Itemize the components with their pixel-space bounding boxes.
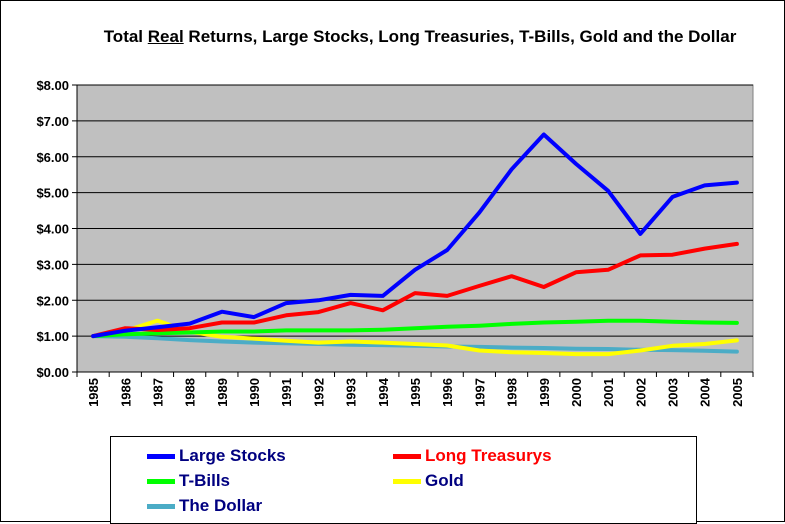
x-tick-label: 1998 — [505, 378, 520, 407]
y-tick-label: $5.00 — [36, 186, 69, 201]
x-tick-label: 1986 — [118, 378, 133, 407]
x-tick-label: 1996 — [440, 378, 455, 407]
legend-label-large-stocks: Large Stocks — [179, 446, 286, 465]
line-chart: $0.00 $1.00 $2.00 $3.00 $4.00 $5.00 $6.00 $7.00… — [36, 78, 754, 407]
legend-item-gold: Gold — [393, 469, 464, 493]
x-tick-label: 1992 — [311, 378, 326, 407]
y-tick-label: $7.00 — [36, 114, 69, 129]
legend-label-the-dollar: The Dollar — [179, 496, 263, 515]
x-tick-label: 1989 — [215, 378, 230, 407]
chart-legend: Large Stocks Long Treasurys T-Bills Gold… — [110, 436, 697, 524]
x-tick-label: 1993 — [344, 378, 359, 407]
y-tick-label: $8.00 — [36, 78, 69, 93]
legend-item-t-bills: T-Bills — [147, 469, 230, 493]
x-tick-label: 2004 — [698, 377, 713, 407]
series-line-long-treasurys — [91, 241, 739, 339]
x-tick-label: 2002 — [633, 378, 648, 407]
x-tick-label: 1990 — [247, 378, 262, 407]
legend-swatch-t-bills — [147, 478, 175, 484]
legend-item-large-stocks: Large Stocks — [147, 444, 286, 468]
x-tick-label: 2001 — [601, 378, 616, 407]
series-line-t-bills — [91, 318, 739, 339]
x-tick-label: 1987 — [150, 378, 165, 407]
x-tick-label: 1988 — [183, 378, 198, 407]
x-tick-label: 1994 — [376, 377, 391, 407]
x-tick-label: 2003 — [666, 378, 681, 407]
legend-item-the-dollar: The Dollar — [147, 494, 262, 518]
legend-swatch-long-treasurys — [393, 453, 421, 459]
x-tick-label: 1997 — [472, 378, 487, 407]
chart-title: Total Real Returns, Large Stocks, Long T… — [100, 25, 740, 48]
y-tick-label: $3.00 — [36, 257, 69, 272]
legend-swatch-large-stocks — [147, 453, 175, 459]
legend-swatch-the-dollar — [147, 503, 175, 509]
x-tick-label: 2000 — [569, 378, 584, 407]
chart-title-part-1: Total — [103, 27, 148, 46]
legend-label-t-bills: T-Bills — [179, 471, 231, 490]
chart-title-part-3: Returns, Large Stocks, Long Treasuries, … — [183, 27, 737, 46]
y-tick-label: $6.00 — [36, 150, 69, 165]
y-tick-label: $1.00 — [36, 329, 69, 344]
y-tick-label: $0.00 — [36, 365, 69, 380]
chart-title-emphasis: Real — [147, 27, 184, 46]
x-tick-label: 1991 — [279, 378, 294, 407]
y-tick-label: $4.00 — [36, 222, 69, 237]
legend-swatch-gold — [393, 478, 421, 484]
x-tick-label: 1999 — [537, 378, 552, 407]
x-tick-label: 1995 — [408, 378, 423, 407]
legend-item-long-treasurys: Long Treasurys — [393, 444, 552, 468]
x-tick-label: 1985 — [86, 378, 101, 407]
x-tick-label: 2005 — [730, 378, 745, 407]
legend-label-long-treasurys: Long Treasurys — [425, 446, 552, 465]
series-line-large-stocks — [91, 132, 739, 339]
y-tick-label: $2.00 — [36, 293, 69, 308]
legend-label-gold: Gold — [425, 471, 464, 490]
